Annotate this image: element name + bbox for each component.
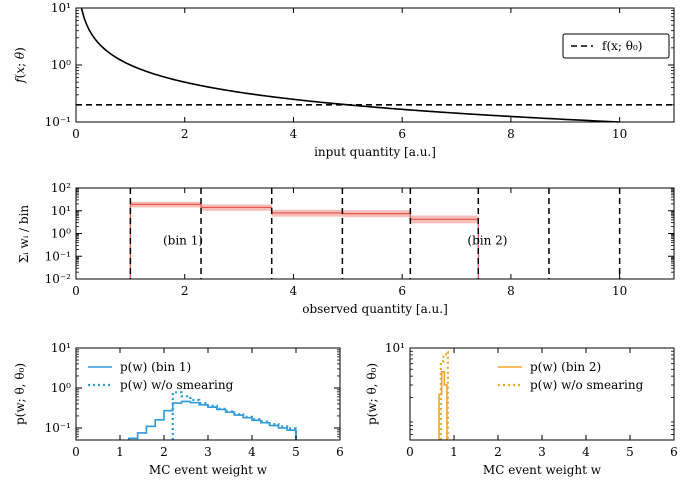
middle-ytick-label: 10⁰ bbox=[51, 227, 71, 241]
middle-ytick-label: 10² bbox=[51, 181, 71, 195]
bottom-left-axes-frame bbox=[75, 347, 341, 441]
bottom-left-ytick-label: 10¹ bbox=[51, 341, 71, 355]
top-xlabel: input quantity [a.u.] bbox=[314, 145, 436, 159]
top-xtick-label: 8 bbox=[507, 127, 515, 141]
middle-xtick-label: 6 bbox=[398, 284, 406, 298]
bottom-left-xlabel: MC event weight w bbox=[149, 463, 268, 477]
bottom-right-legend: p(w) (bin 2) p(w) w/o smearing bbox=[498, 360, 644, 392]
top-xtick-label: 0 bbox=[72, 127, 80, 141]
top-legend: f(x; θ₀) bbox=[562, 33, 670, 59]
bottom-left-xtick-label: 6 bbox=[336, 445, 344, 459]
middle-ytick-label: 10⁻¹ bbox=[45, 249, 71, 263]
top-xtick-label: 10 bbox=[612, 127, 627, 141]
top-legend-box bbox=[562, 33, 670, 59]
bottom-right-xtick-label: 2 bbox=[494, 445, 502, 459]
bottom-right-xtick-label: 1 bbox=[450, 445, 458, 459]
br-histogram-bin2 bbox=[438, 371, 448, 440]
middle-xtick-label: 2 bbox=[181, 284, 189, 298]
annotation-bin-2: (bin 2) bbox=[467, 233, 507, 247]
bottom-left-xtick-label: 5 bbox=[292, 445, 300, 459]
br-histogram-no-smearing bbox=[439, 350, 449, 440]
middle-xlabel: observed quantity [a.u.] bbox=[302, 302, 448, 316]
top-xtick-label: 4 bbox=[290, 127, 298, 141]
bottom-left-xtick-label: 0 bbox=[72, 445, 80, 459]
bottom-right-panel: 0 1 2 3 4 5 6 10¹ p(w; θ, θ₀) MC event weight w… bbox=[365, 341, 678, 477]
bottom-right-xtick-label: 5 bbox=[626, 445, 634, 459]
middle-ytick-label: 10⁻² bbox=[45, 272, 72, 286]
middle-xtick-label: 8 bbox=[507, 284, 515, 298]
bottom-left-xtick-label: 3 bbox=[204, 445, 212, 459]
top-legend-label: f(x; θ₀) bbox=[602, 39, 642, 53]
bl-histogram-bin1 bbox=[128, 400, 297, 440]
bl-legend-label-2: p(w) w/o smearing bbox=[120, 378, 234, 392]
bottom-right-xtick-label: 0 bbox=[406, 445, 414, 459]
bottom-right-xtick-label: 4 bbox=[582, 445, 590, 459]
br-legend-label-1: p(w) (bin 2) bbox=[530, 360, 601, 374]
br-legend-label-2: p(w) w/o smearing bbox=[530, 378, 644, 392]
bottom-left-panel: 0 1 2 3 4 5 6 10⁻¹ 10⁰ 10¹ p(w; θ, θ₀) MC event w… bbox=[13, 341, 344, 477]
top-ylabel: f(x; θ) bbox=[13, 47, 27, 84]
bottom-right-xlabel: MC event weight w bbox=[483, 463, 602, 477]
middle-xtick-label: 0 bbox=[72, 284, 80, 298]
bl-histogram-no-smearing bbox=[171, 391, 298, 440]
bottom-right-ylabel: p(w; θ, θ₀) bbox=[365, 363, 379, 425]
top-ytick-label: 10⁻¹ bbox=[45, 115, 71, 129]
bottom-left-xtick-label: 4 bbox=[248, 445, 256, 459]
top-xtick-label: 2 bbox=[181, 127, 189, 141]
top-panel: 0 2 4 6 8 10 10⁻¹ 10⁰ 10¹ f(x; θ) input quantity… bbox=[13, 1, 675, 159]
middle-panel: 0 2 4 6 8 10 10⁻² 10⁻¹ 10⁰ 10¹ 10² Σᵢ wᵢ / bin obs… bbox=[17, 181, 675, 316]
bottom-right-ytick-label: 10¹ bbox=[385, 341, 405, 355]
bottom-left-xtick-label: 1 bbox=[116, 445, 124, 459]
top-axes-frame bbox=[75, 7, 675, 123]
middle-xtick-label: 4 bbox=[290, 284, 298, 298]
bl-legend-label-1: p(w) (bin 1) bbox=[120, 360, 191, 374]
bottom-left-ytick-label: 10⁻¹ bbox=[45, 421, 71, 435]
bottom-right-xtick-label: 3 bbox=[538, 445, 546, 459]
middle-ytick-label: 10¹ bbox=[51, 204, 71, 218]
bottom-left-ylabel: p(w; θ, θ₀) bbox=[13, 363, 27, 425]
top-ytick-label: 10⁰ bbox=[51, 58, 71, 72]
middle-xtick-label: 10 bbox=[612, 284, 627, 298]
bottom-left-legend: p(w) (bin 1) p(w) w/o smearing bbox=[88, 360, 234, 392]
top-ytick-label: 10¹ bbox=[51, 1, 71, 15]
bottom-right-xtick-label: 6 bbox=[670, 445, 678, 459]
middle-ylabel: Σᵢ wᵢ / bin bbox=[17, 205, 31, 264]
top-xtick-label: 6 bbox=[398, 127, 406, 141]
bottom-left-xtick-label: 2 bbox=[160, 445, 168, 459]
bottom-left-ytick-label: 10⁰ bbox=[51, 381, 71, 395]
annotation-bin-1: (bin 1) bbox=[163, 233, 203, 247]
middle-histogram-step bbox=[129, 203, 479, 279]
